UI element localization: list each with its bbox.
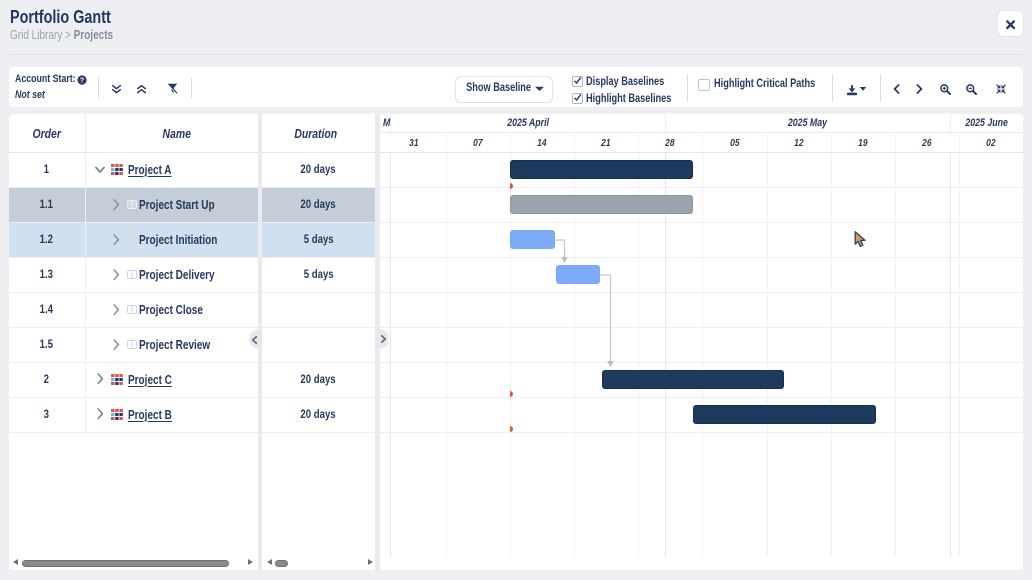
svg-text:?: ? — [80, 76, 84, 85]
